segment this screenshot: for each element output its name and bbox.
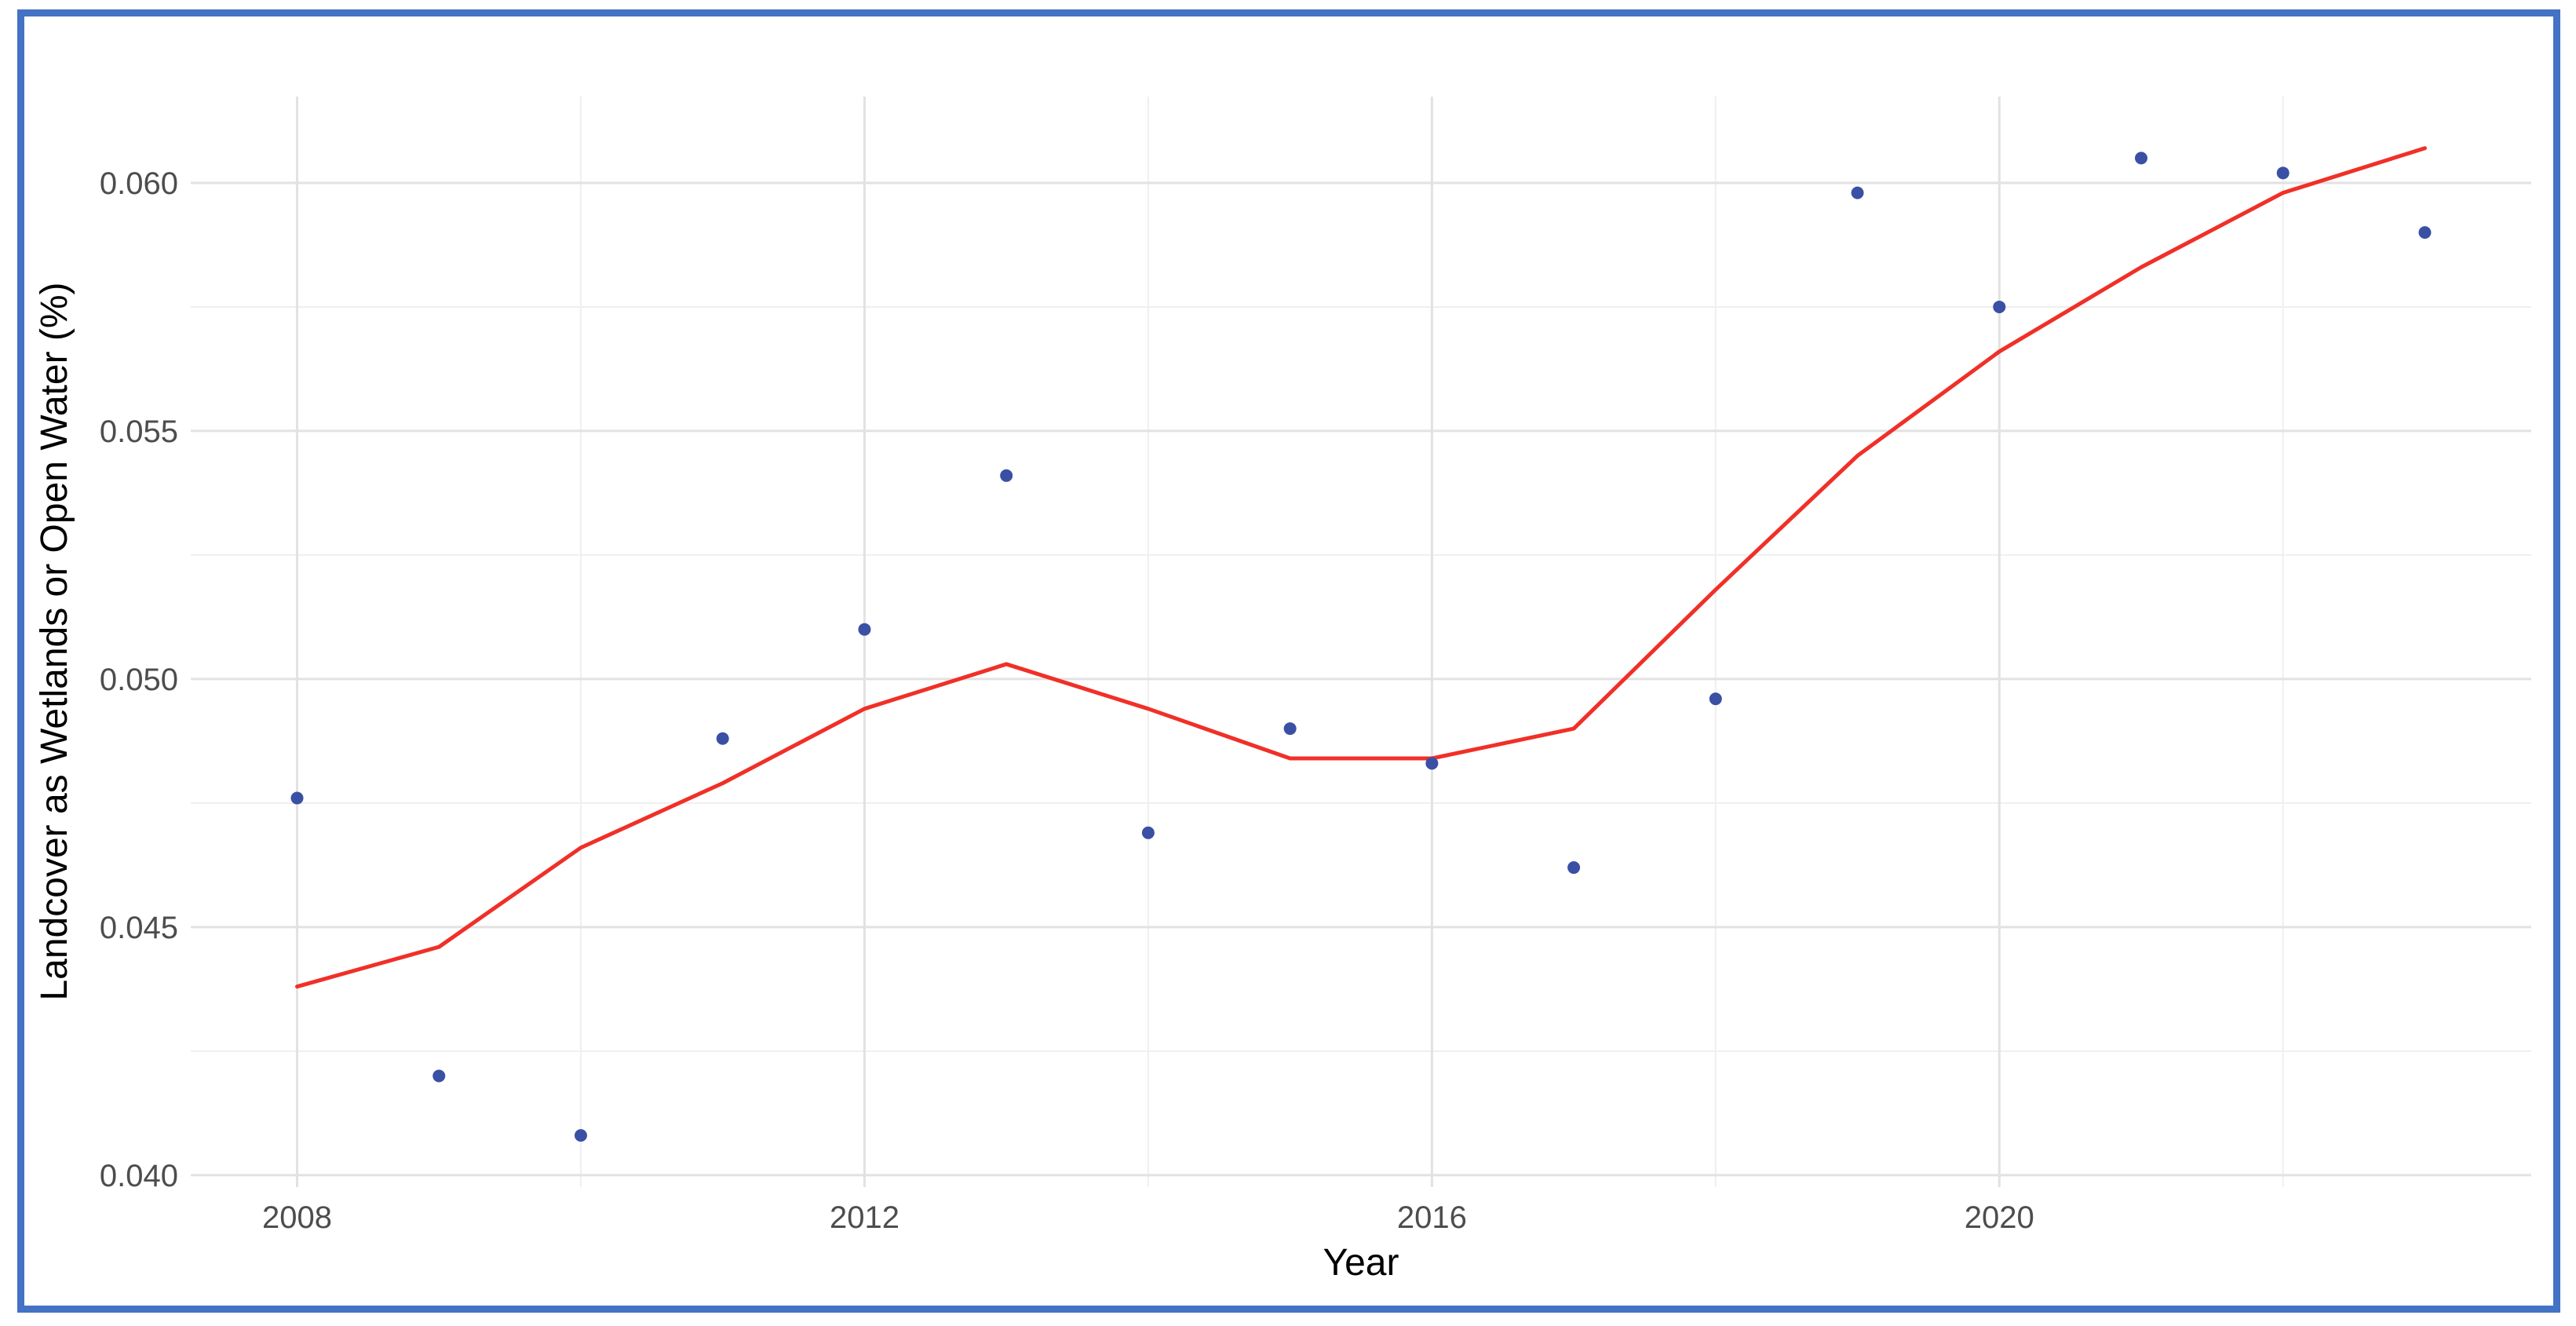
data-point — [1283, 722, 1297, 736]
data-point — [1851, 186, 1864, 199]
gridlines-minor — [191, 97, 2531, 1187]
y-axis-tick-labels: 0.040 0.045 0.050 0.055 0.060 — [100, 166, 178, 1193]
data-point — [1000, 469, 1013, 482]
x-tick-label: 2016 — [1397, 1200, 1467, 1235]
gridlines-major — [191, 97, 2531, 1187]
x-axis-title: Year — [1323, 1242, 1399, 1284]
data-point — [1993, 300, 2006, 313]
data-point — [1709, 692, 1722, 706]
data-point — [716, 732, 729, 745]
x-tick-label: 2008 — [262, 1200, 332, 1235]
data-point — [1141, 826, 1155, 839]
data-point — [858, 623, 871, 636]
trend-line — [295, 146, 2427, 989]
data-points-layer — [290, 152, 2432, 1142]
data-point — [2418, 226, 2432, 239]
data-point — [2276, 166, 2290, 180]
data-point — [1567, 861, 1581, 875]
trend-line-layer — [295, 146, 2427, 989]
y-tick-label: 0.050 — [100, 663, 178, 697]
data-point — [2135, 152, 2147, 165]
y-axis-title: Landcover as Wetlands or Open Water (%) — [34, 282, 75, 1000]
y-tick-label: 0.055 — [100, 415, 178, 449]
x-axis-tick-labels: 2008 2012 2016 2020 — [262, 1200, 2034, 1235]
x-tick-label: 2012 — [830, 1200, 899, 1235]
data-point — [1425, 757, 1439, 770]
y-tick-label: 0.040 — [100, 1159, 178, 1193]
x-tick-label: 2020 — [1965, 1200, 2034, 1235]
data-point — [575, 1129, 587, 1142]
data-point — [290, 791, 304, 805]
data-point — [432, 1069, 446, 1083]
y-tick-label: 0.045 — [100, 911, 178, 945]
y-tick-label: 0.060 — [100, 166, 178, 201]
plot-panel — [191, 97, 2531, 1187]
